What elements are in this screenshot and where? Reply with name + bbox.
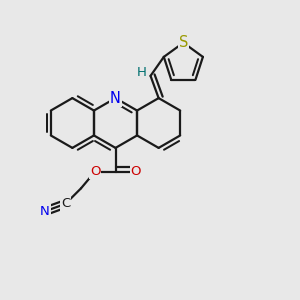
Text: C: C [61,197,70,210]
Text: N: N [110,91,121,106]
Text: S: S [179,35,188,50]
Text: H: H [137,66,147,79]
Text: O: O [131,165,141,178]
Text: O: O [90,165,100,178]
Text: N: N [40,205,50,218]
